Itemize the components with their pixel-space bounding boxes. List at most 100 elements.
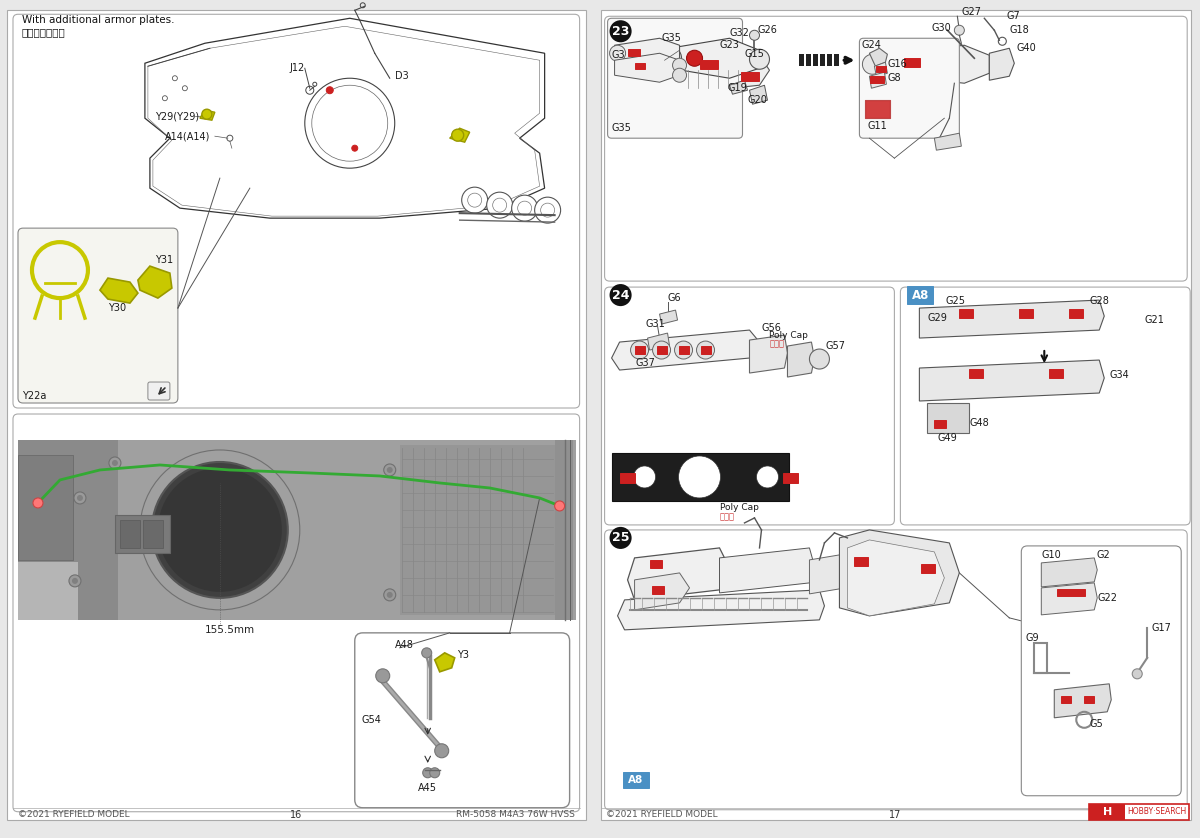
- Bar: [652, 586, 664, 594]
- FancyBboxPatch shape: [18, 228, 178, 403]
- Text: 橡胶件: 橡胶件: [769, 339, 785, 349]
- Bar: [905, 59, 920, 67]
- Text: G7: G7: [1007, 11, 1020, 21]
- Text: A45: A45: [418, 783, 437, 793]
- Bar: [865, 101, 890, 118]
- Polygon shape: [750, 85, 768, 104]
- Polygon shape: [1042, 558, 1097, 587]
- Bar: [970, 369, 983, 378]
- Polygon shape: [847, 540, 944, 616]
- Text: G56: G56: [762, 323, 781, 333]
- Bar: [18, 440, 118, 620]
- FancyBboxPatch shape: [859, 39, 959, 138]
- Text: G23: G23: [720, 40, 739, 50]
- FancyBboxPatch shape: [607, 18, 743, 138]
- Circle shape: [386, 467, 392, 473]
- Text: G37: G37: [636, 358, 655, 368]
- Circle shape: [77, 495, 83, 501]
- Text: HOBBY·SEARCH: HOBBY·SEARCH: [1127, 807, 1187, 816]
- Circle shape: [954, 25, 965, 35]
- Text: G15: G15: [744, 49, 764, 59]
- Text: G11: G11: [868, 122, 887, 132]
- Bar: [799, 54, 804, 66]
- Text: 24: 24: [612, 288, 629, 302]
- Circle shape: [305, 78, 395, 168]
- Text: 橡胶件: 橡胶件: [720, 512, 734, 521]
- Polygon shape: [919, 300, 1104, 338]
- Text: RM-5058 M4A3 76W HVSS: RM-5058 M4A3 76W HVSS: [456, 810, 575, 820]
- Bar: [1090, 804, 1126, 820]
- Polygon shape: [870, 45, 989, 83]
- Circle shape: [810, 349, 829, 369]
- Circle shape: [451, 129, 463, 141]
- Polygon shape: [810, 555, 842, 594]
- Text: A8: A8: [912, 288, 929, 302]
- Bar: [600, 10, 1192, 820]
- Text: G2: G2: [1097, 550, 1110, 560]
- Bar: [876, 66, 887, 72]
- Bar: [959, 309, 973, 318]
- Circle shape: [863, 54, 882, 75]
- Text: A48: A48: [395, 640, 414, 649]
- Text: G57: G57: [826, 341, 846, 351]
- Polygon shape: [100, 278, 138, 303]
- Circle shape: [384, 589, 396, 601]
- Bar: [400, 445, 554, 615]
- Bar: [678, 346, 689, 354]
- Circle shape: [672, 59, 686, 72]
- Circle shape: [750, 49, 769, 70]
- Bar: [143, 520, 163, 548]
- FancyBboxPatch shape: [900, 287, 1190, 525]
- Circle shape: [634, 466, 655, 488]
- Text: G30: G30: [931, 23, 952, 34]
- Bar: [1090, 804, 1189, 820]
- Text: 16: 16: [289, 810, 302, 820]
- Bar: [821, 54, 826, 66]
- Polygon shape: [612, 330, 760, 370]
- Text: G8: G8: [888, 73, 901, 83]
- Bar: [115, 515, 170, 553]
- Text: G27: G27: [961, 8, 982, 18]
- Text: G10: G10: [1042, 550, 1061, 560]
- Bar: [635, 63, 644, 70]
- Circle shape: [750, 30, 760, 40]
- Circle shape: [421, 648, 432, 658]
- Polygon shape: [730, 80, 748, 94]
- Circle shape: [74, 492, 86, 504]
- Text: Y31: Y31: [155, 255, 173, 265]
- Circle shape: [384, 464, 396, 476]
- Bar: [619, 473, 635, 483]
- FancyBboxPatch shape: [605, 16, 1187, 281]
- Polygon shape: [989, 49, 1014, 80]
- Polygon shape: [787, 342, 815, 377]
- Text: G28: G28: [1090, 296, 1109, 306]
- Bar: [623, 772, 648, 788]
- Bar: [784, 473, 798, 483]
- Bar: [928, 403, 970, 433]
- Bar: [628, 49, 640, 56]
- Bar: [1061, 696, 1072, 703]
- Bar: [935, 420, 947, 428]
- Polygon shape: [1055, 684, 1111, 718]
- FancyBboxPatch shape: [605, 287, 894, 525]
- Bar: [120, 520, 140, 548]
- Polygon shape: [875, 62, 888, 76]
- FancyBboxPatch shape: [605, 530, 1187, 810]
- Polygon shape: [138, 266, 172, 298]
- Text: G25: G25: [946, 296, 965, 306]
- Polygon shape: [200, 111, 215, 120]
- Text: G26: G26: [757, 25, 778, 35]
- Bar: [1085, 696, 1094, 703]
- Polygon shape: [870, 49, 888, 66]
- FancyBboxPatch shape: [355, 633, 570, 808]
- Bar: [649, 560, 661, 568]
- Text: H: H: [1103, 807, 1112, 817]
- Polygon shape: [919, 360, 1104, 401]
- Text: A14(A14): A14(A14): [164, 132, 210, 141]
- Circle shape: [68, 575, 80, 587]
- Circle shape: [674, 341, 692, 359]
- Circle shape: [462, 187, 487, 213]
- Text: G24: G24: [862, 40, 881, 50]
- Bar: [907, 286, 934, 304]
- Circle shape: [72, 578, 78, 584]
